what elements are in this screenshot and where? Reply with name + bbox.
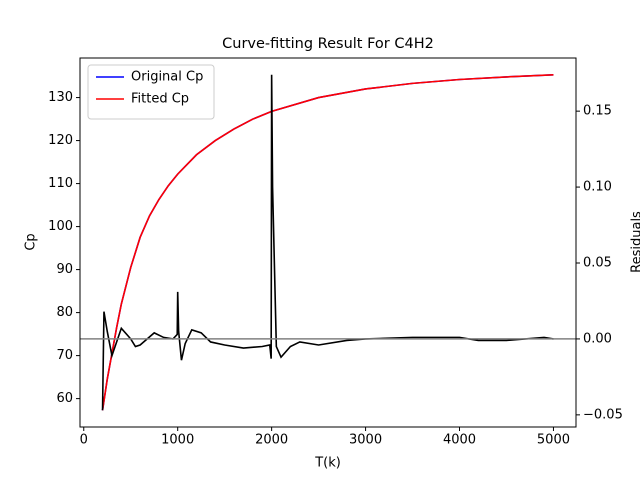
y-tick-label: 100 <box>48 219 73 234</box>
cp-line <box>101 73 554 411</box>
plot-frame <box>79 57 577 428</box>
x-tick-label: 0 <box>80 433 88 448</box>
x-axis-label: T(k) <box>314 456 341 471</box>
y-tick-label: 70 <box>56 348 73 363</box>
x-tick-label: 5000 <box>537 433 570 448</box>
y2-axis-label: Residuals <box>630 211 640 273</box>
y2-tick-label: 0.00 <box>583 331 612 346</box>
y2-tick-label: 0.05 <box>583 256 612 271</box>
x-tick-label: 4000 <box>443 433 476 448</box>
y2-tick-label: 0.15 <box>583 104 612 119</box>
y-tick-label: 90 <box>56 262 73 277</box>
y-tick-label: 130 <box>48 90 73 105</box>
residual-line <box>101 74 554 411</box>
legend-label: Original Cp <box>131 70 203 85</box>
y2-tick-label: −0.05 <box>583 407 623 422</box>
y-tick-label: 60 <box>56 391 73 406</box>
x-tick-label: 3000 <box>349 433 382 448</box>
chart-title: Curve-fitting Result For C4H2 <box>222 36 434 52</box>
y-axis-label: Cp <box>24 233 39 250</box>
legend-label: Fitted Cp <box>131 92 189 107</box>
x-tick-label: 2000 <box>255 433 288 448</box>
y-tick-label: 120 <box>48 133 73 148</box>
y-tick-label: 80 <box>56 305 73 320</box>
x-tick-label: 1000 <box>161 433 194 448</box>
legend-box <box>87 64 215 120</box>
y-tick-label: 110 <box>48 176 73 191</box>
y2-tick-label: 0.10 <box>583 180 612 195</box>
